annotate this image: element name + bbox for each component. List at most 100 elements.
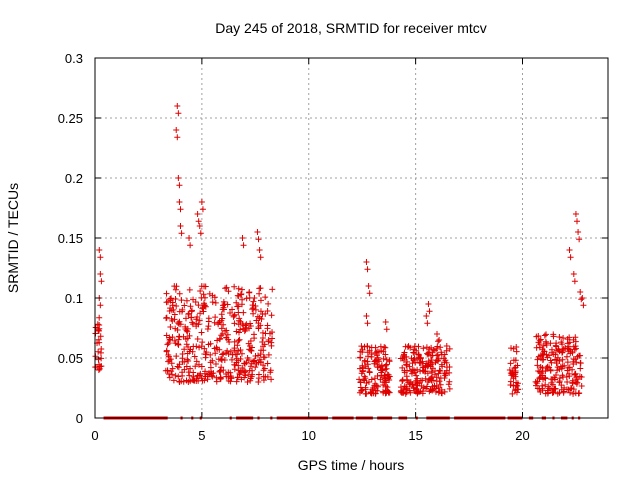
- data-point: [193, 378, 200, 385]
- data-point: [559, 363, 566, 370]
- data-point: [170, 377, 177, 384]
- data-point: [224, 301, 231, 308]
- data-point: [431, 347, 438, 354]
- data-point: [513, 348, 520, 355]
- data-point: [252, 364, 259, 371]
- data-point: [250, 310, 257, 317]
- data-point: [227, 372, 234, 379]
- data-point: [217, 355, 224, 362]
- data-point: [419, 377, 426, 384]
- data-point: [218, 325, 225, 332]
- data-point: [508, 345, 515, 352]
- data-point: [558, 382, 565, 389]
- data-point: [209, 299, 216, 306]
- data-point: [195, 218, 202, 225]
- data-point: [426, 308, 433, 315]
- data-point: [446, 345, 453, 352]
- data-point: [262, 330, 269, 337]
- data-point: [533, 380, 540, 387]
- data-point: [424, 320, 431, 327]
- data-point: [183, 297, 190, 304]
- data-point: [549, 381, 556, 388]
- data-point: [543, 351, 550, 358]
- data-point: [373, 349, 380, 356]
- data-point: [259, 339, 266, 346]
- data-point: [212, 350, 219, 357]
- data-point: [434, 351, 441, 358]
- data-point: [366, 347, 373, 354]
- data-point: [441, 388, 448, 395]
- data-point: [194, 336, 201, 343]
- data-point: [220, 298, 227, 305]
- data-point: [205, 323, 212, 330]
- data-point: [254, 313, 261, 320]
- data-point: [178, 230, 185, 237]
- data-point: [441, 351, 448, 358]
- data-point: [98, 346, 105, 353]
- data-point: [207, 351, 214, 358]
- y-tick-label: 0.25: [58, 111, 83, 126]
- data-point: [428, 344, 435, 351]
- data-point: [268, 312, 275, 319]
- data-point: [435, 338, 442, 345]
- data-point: [260, 377, 267, 384]
- data-point: [566, 364, 573, 371]
- data-point: [571, 370, 578, 377]
- data-point: [247, 320, 254, 327]
- data-point: [230, 313, 237, 320]
- data-point: [244, 378, 251, 385]
- data-point: [556, 348, 563, 355]
- data-point: [92, 330, 99, 337]
- data-point: [564, 359, 571, 366]
- data-point: [565, 345, 572, 352]
- data-point: [194, 372, 201, 379]
- data-point: [171, 283, 178, 290]
- data-point: [197, 230, 204, 237]
- data-point: [173, 353, 180, 360]
- data-point: [422, 368, 429, 375]
- data-layer: [92, 103, 587, 420]
- data-point: [166, 374, 173, 381]
- data-point: [265, 338, 272, 345]
- data-point: [429, 365, 436, 372]
- data-point: [212, 299, 219, 306]
- data-point: [403, 361, 410, 368]
- data-point: [255, 375, 262, 382]
- data-point: [555, 346, 562, 353]
- data-point: [560, 335, 567, 342]
- data-point: [570, 390, 577, 397]
- data-point: [437, 381, 444, 388]
- data-point: [419, 364, 426, 371]
- data-point: [238, 350, 245, 357]
- data-point: [183, 341, 190, 348]
- data-point: [176, 333, 183, 340]
- data-point: [231, 320, 238, 327]
- data-point: [170, 306, 177, 313]
- data-point: [572, 338, 579, 345]
- data-point: [268, 376, 275, 383]
- data-point: [176, 318, 183, 325]
- data-point: [233, 355, 240, 362]
- data-point: [415, 351, 422, 358]
- data-point: [247, 377, 254, 384]
- data-point: [507, 360, 514, 367]
- data-point: [208, 370, 215, 377]
- data-point: [404, 343, 411, 350]
- data-point: [418, 383, 425, 390]
- data-point: [362, 375, 369, 382]
- data-point: [361, 358, 368, 365]
- data-point: [259, 311, 266, 318]
- data-point: [430, 386, 437, 393]
- data-point: [435, 370, 442, 377]
- data-point: [225, 377, 232, 384]
- data-point: [364, 343, 371, 350]
- data-point: [164, 367, 171, 374]
- data-point: [265, 351, 272, 358]
- data-point: [364, 361, 371, 368]
- data-point: [219, 330, 226, 337]
- data-point: [383, 356, 390, 363]
- data-point: [264, 307, 271, 314]
- data-point: [576, 352, 583, 359]
- data-point: [213, 378, 220, 385]
- data-point: [411, 355, 418, 362]
